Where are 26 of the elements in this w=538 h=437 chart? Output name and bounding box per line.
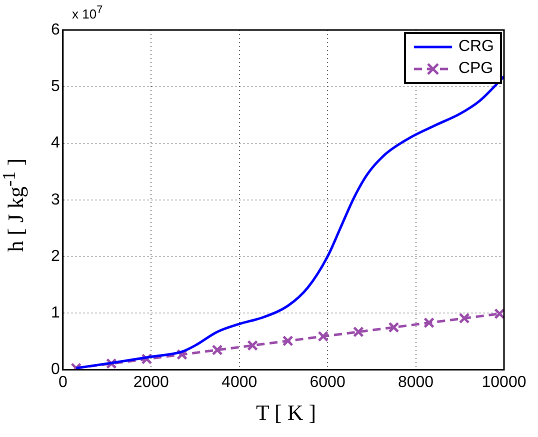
y-tick-label: 1 [50, 304, 60, 322]
text: x 10$^{7}$ [72, 4, 103, 22]
y-tick-label: 0 [50, 361, 60, 378]
point [494, 308, 504, 320]
x-axis-title: T [ K ] [254, 400, 318, 426]
line-series [74, 75, 504, 370]
x-tick-label: 10000 [482, 374, 526, 391]
x-tick-label: 8000 [398, 374, 434, 391]
x-tick-label: 2000 [133, 374, 170, 391]
point [247, 340, 258, 351]
point [318, 330, 329, 342]
point [388, 322, 400, 333]
y-tick-label: 2 [50, 248, 60, 265]
y-tick-label: 4 [50, 134, 60, 152]
legend-label: CRG [458, 38, 494, 56]
legend-label: CPG [458, 60, 494, 78]
point [352, 326, 364, 338]
y-tick-label: 6 [50, 21, 60, 38]
y-tick-label: 5 [50, 78, 60, 96]
point [424, 317, 435, 328]
y-tick-label: 3 [50, 191, 60, 208]
point [458, 312, 470, 324]
x-tick-label: 6000 [310, 374, 346, 391]
point [212, 344, 223, 356]
point [282, 335, 294, 346]
x-tick-label: 4000 [222, 374, 258, 391]
